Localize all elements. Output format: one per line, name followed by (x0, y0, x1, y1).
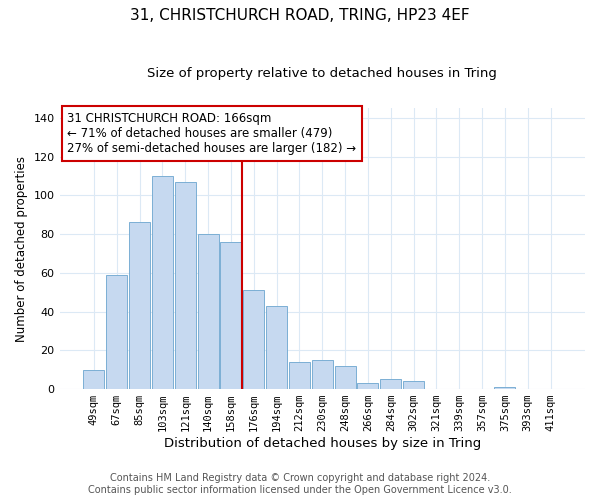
Bar (494, 387, 515, 389)
Bar (129, 222, 150, 389)
Bar (266, 306, 287, 389)
Bar (335, 366, 356, 389)
Bar (152, 176, 173, 389)
Text: Contains HM Land Registry data © Crown copyright and database right 2024.
Contai: Contains HM Land Registry data © Crown c… (88, 474, 512, 495)
Text: 31 CHRISTCHURCH ROAD: 166sqm
← 71% of detached houses are smaller (479)
27% of s: 31 CHRISTCHURCH ROAD: 166sqm ← 71% of de… (67, 112, 356, 156)
Bar (83, 370, 104, 389)
X-axis label: Distribution of detached houses by size in Tring: Distribution of detached houses by size … (164, 437, 481, 450)
Bar (289, 362, 310, 389)
Bar (175, 182, 196, 389)
Title: Size of property relative to detached houses in Tring: Size of property relative to detached ho… (148, 68, 497, 80)
Bar (312, 360, 333, 389)
Bar (403, 382, 424, 389)
Bar (380, 380, 401, 389)
Text: 31, CHRISTCHURCH ROAD, TRING, HP23 4EF: 31, CHRISTCHURCH ROAD, TRING, HP23 4EF (130, 8, 470, 22)
Bar (243, 290, 264, 389)
Bar (358, 384, 379, 389)
Y-axis label: Number of detached properties: Number of detached properties (15, 156, 28, 342)
Bar (220, 242, 241, 389)
Bar (197, 234, 218, 389)
Bar (106, 274, 127, 389)
